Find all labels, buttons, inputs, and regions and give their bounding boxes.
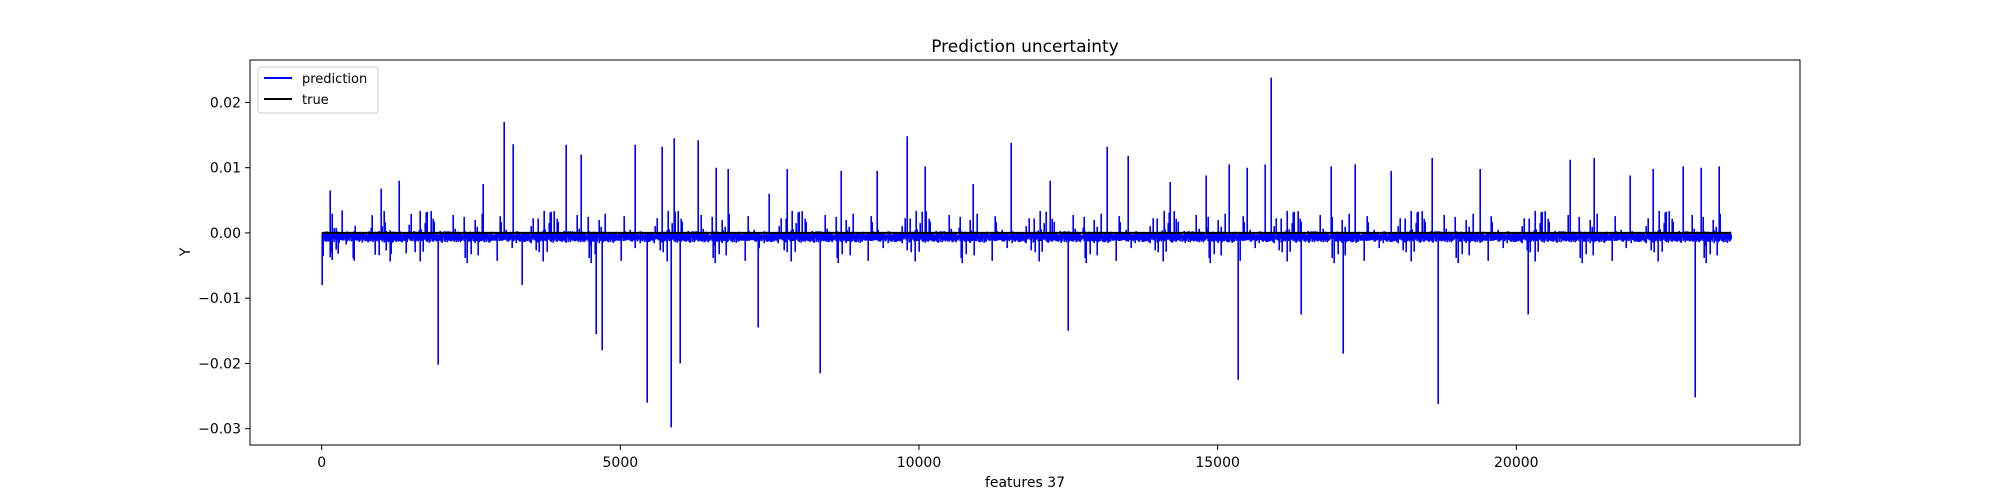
plot-frame bbox=[249, 59, 1801, 446]
x-tick-label: 15000 bbox=[1195, 455, 1240, 471]
y-axis-label: Y bbox=[178, 247, 194, 257]
legend-label-true: true bbox=[302, 93, 329, 108]
legend: prediction true bbox=[257, 66, 379, 114]
chart-title: Prediction uncertainty bbox=[931, 37, 1119, 57]
x-tick-label: 0 bbox=[317, 455, 326, 471]
x-axis: 0 5000 10000 15000 20000 bbox=[317, 445, 1539, 471]
y-axis: −0.03 −0.02 −0.01 0.00 0.01 0.02 bbox=[198, 95, 250, 438]
y-tick-label: 0.00 bbox=[210, 226, 241, 242]
y-tick-label: −0.01 bbox=[198, 291, 241, 307]
y-tick-label: 0.01 bbox=[210, 161, 241, 177]
x-tick-label: 10000 bbox=[897, 455, 942, 471]
x-tick-label: 20000 bbox=[1494, 455, 1539, 471]
series-layer bbox=[321, 77, 1732, 428]
legend-label-prediction: prediction bbox=[302, 72, 367, 87]
y-tick-label: 0.02 bbox=[210, 95, 241, 111]
plot-area bbox=[250, 60, 1800, 445]
x-axis-label: features 37 bbox=[985, 475, 1065, 491]
y-tick-label: −0.03 bbox=[198, 422, 241, 438]
series-line-prediction bbox=[321, 77, 1732, 428]
y-tick-label: −0.02 bbox=[198, 356, 241, 372]
x-tick-label: 5000 bbox=[603, 455, 639, 471]
